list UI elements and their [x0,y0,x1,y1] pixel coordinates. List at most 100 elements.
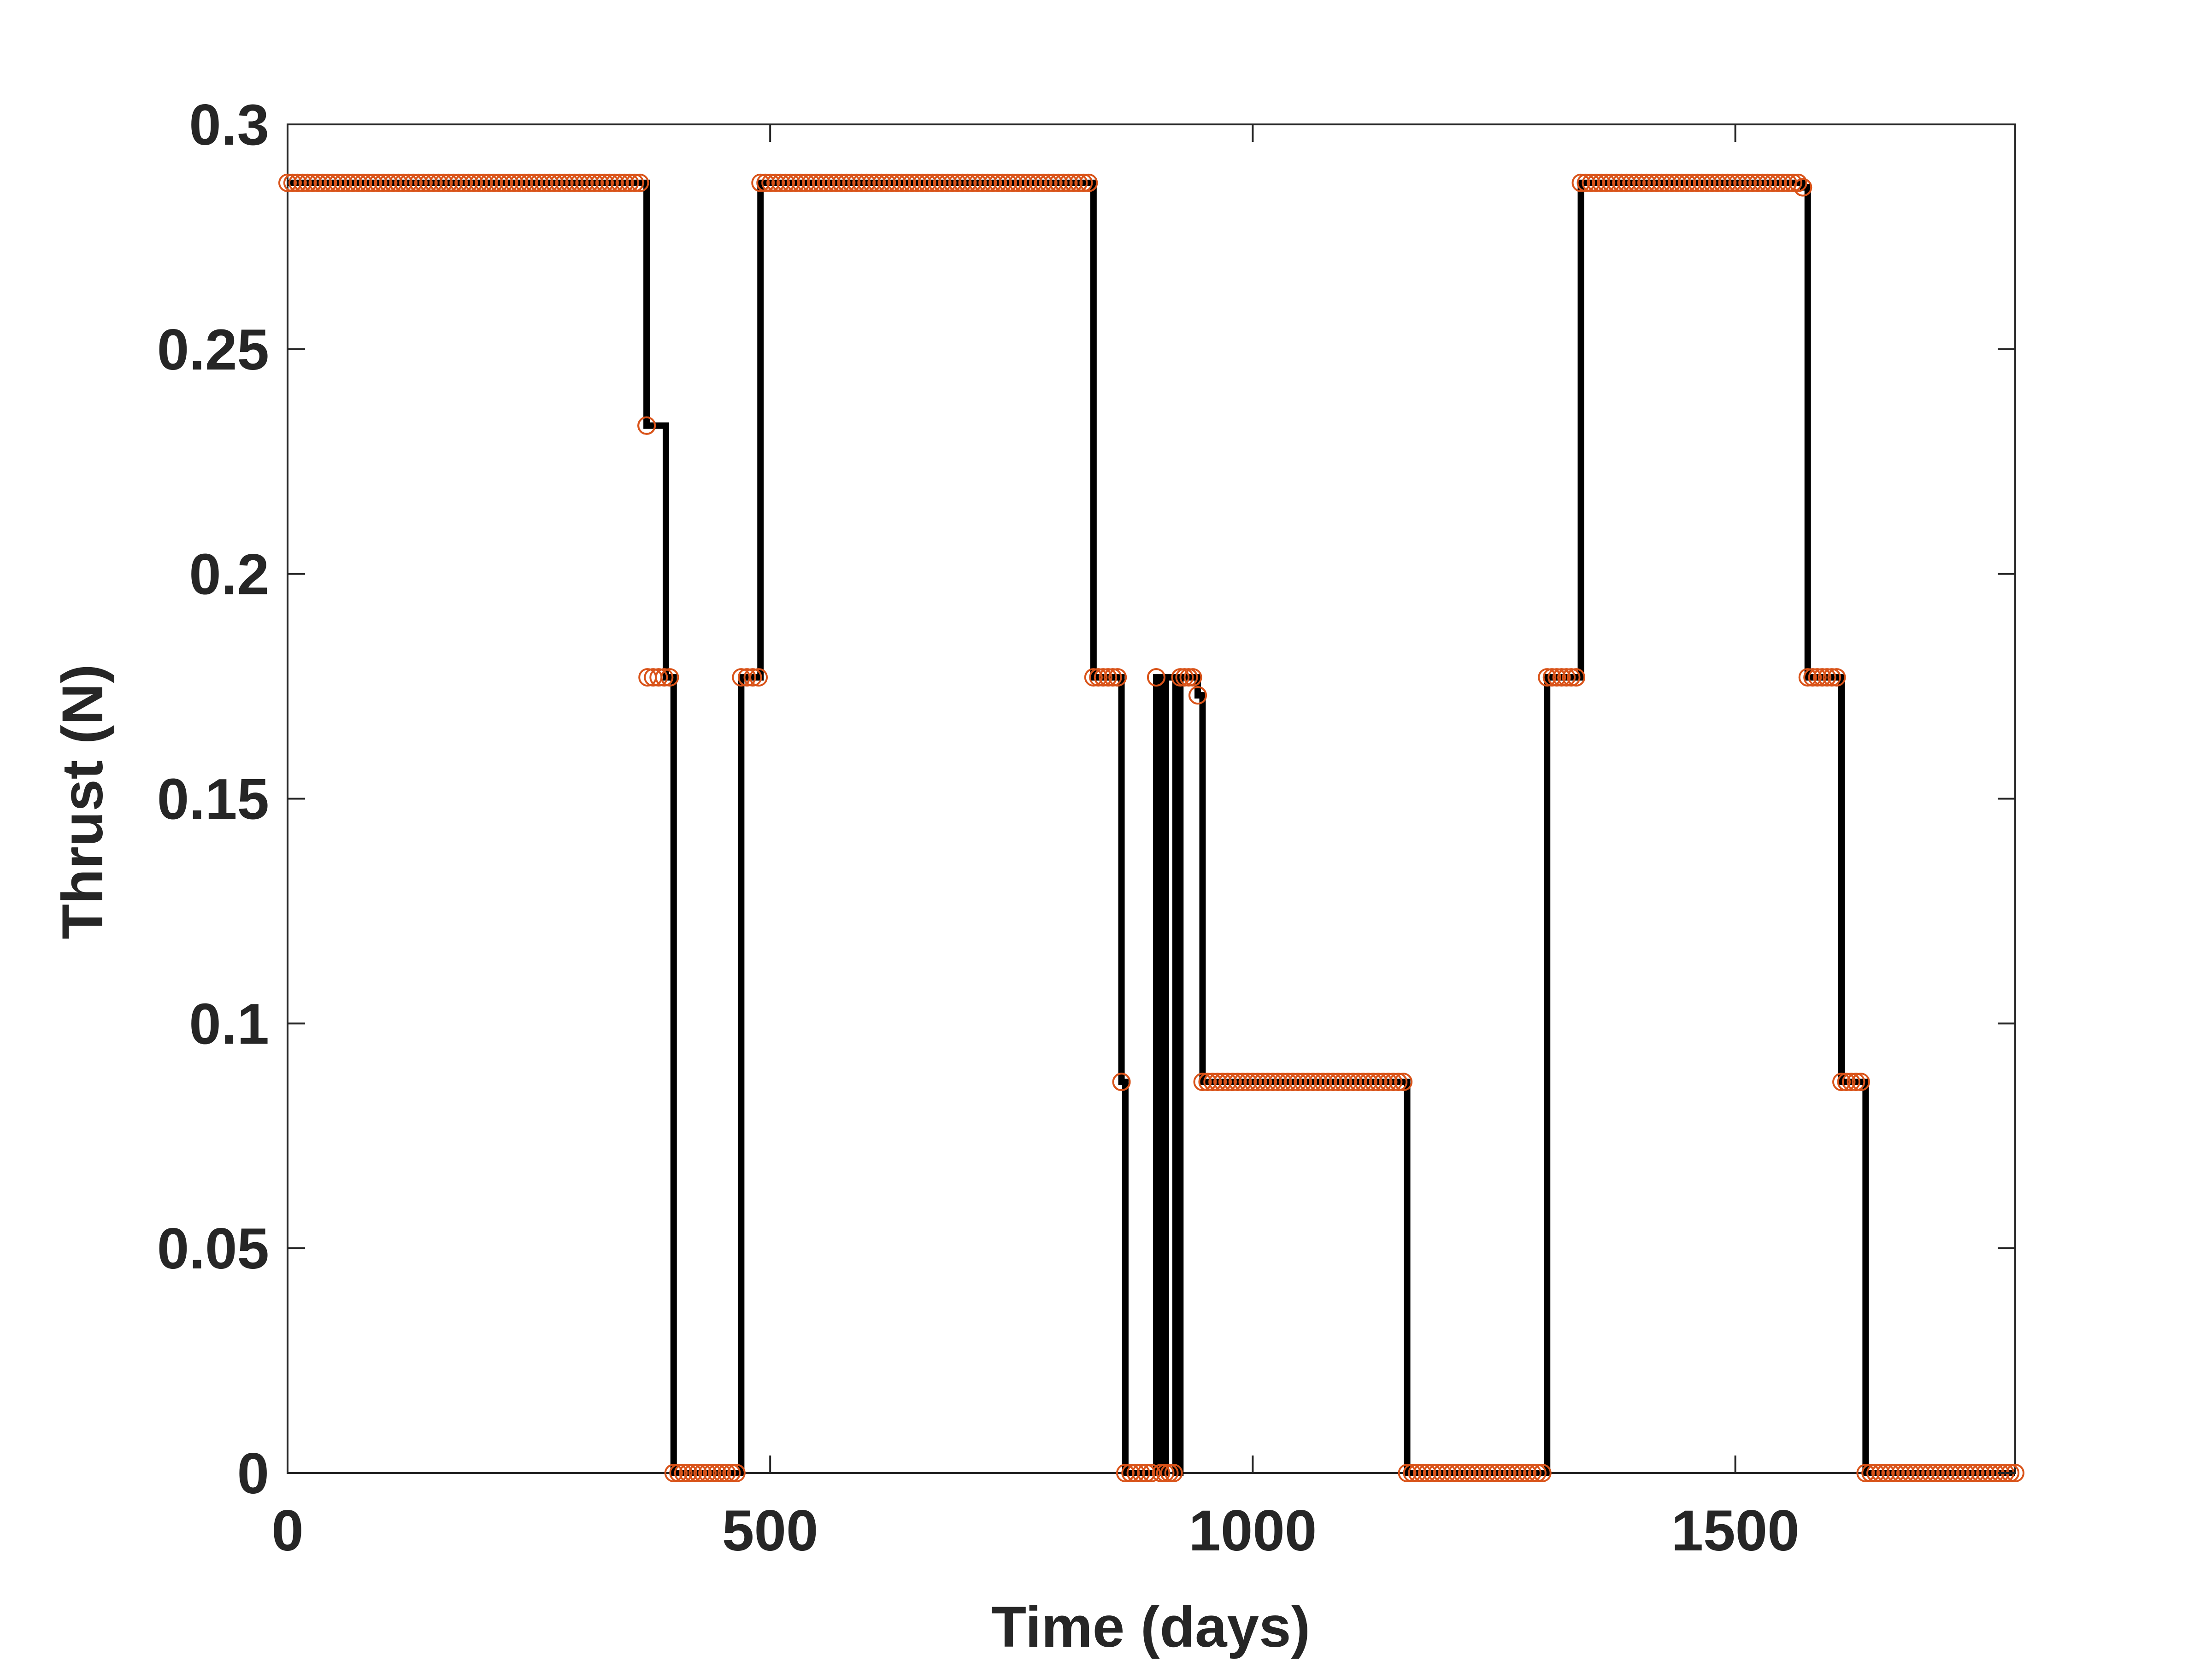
data-point [1733,173,1752,192]
data-point [575,173,594,192]
data-point [329,173,347,192]
data-point [1956,1464,1975,1482]
data-point [530,173,549,192]
data-point [303,173,322,192]
data-point [1413,1464,1432,1482]
data-point [796,173,815,192]
data-point [1121,1464,1140,1482]
data-point [439,173,458,192]
data-point [1344,1073,1363,1092]
data-point [737,668,756,687]
data-point [1518,1464,1537,1482]
data-point [1059,173,1078,192]
data-point [1533,1464,1552,1482]
data-point [751,173,770,192]
data-point [1418,1464,1436,1482]
data-point [1453,1464,1471,1482]
y-tick-label: 0.3 [189,93,269,157]
data-point [1768,173,1787,192]
data-point [459,173,478,192]
data-point [862,173,881,192]
data-point [953,173,972,192]
data-point [637,416,656,435]
data-point [1528,1464,1547,1482]
data-point [1044,173,1063,192]
data-point [1708,173,1727,192]
data-point [1818,668,1836,687]
data-point [1443,1464,1462,1482]
data-point [1268,1073,1287,1092]
data-point [384,173,403,192]
data-point [1018,173,1037,192]
data-point [1672,173,1691,192]
data-point [918,173,936,192]
data-point [1408,1464,1427,1482]
data-point [1171,668,1190,687]
data-point [1587,173,1606,192]
data-point [429,173,448,192]
data-point [958,173,977,192]
data-point [1218,1073,1237,1092]
data-point [364,173,382,192]
y-tick-label: 0.15 [157,768,269,832]
data-point [1263,1073,1282,1092]
data-point [893,173,912,192]
data-point [1926,1464,1945,1482]
data-point [1137,1464,1156,1482]
data-point [580,173,599,192]
data-point [1008,173,1027,192]
data-point [550,173,569,192]
data-point [353,173,372,192]
data-point [698,1464,717,1482]
x-tick-label: 0 [271,1499,304,1563]
data-point [1743,173,1762,192]
data-point [590,173,609,192]
data-point [812,173,830,192]
data-point [1049,173,1068,192]
data-point [1677,173,1696,192]
data-point [994,173,1012,192]
data-point [605,173,624,192]
data-point [688,1464,707,1482]
data-point [1099,668,1118,687]
data-point [595,173,614,192]
data-point [708,1464,727,1482]
data-point [1547,668,1566,687]
data-point [1612,173,1631,192]
data-point [674,1464,693,1482]
data-point [1175,668,1194,687]
data-point [727,1464,746,1482]
data-point [1723,173,1742,192]
data-point [743,668,762,687]
data-point [1557,668,1576,687]
data-point [1951,1464,1970,1482]
data-point [1823,668,1841,687]
axes-box [287,123,2016,1474]
data-point [1803,668,1822,687]
data-point [1324,1073,1342,1092]
data-point [847,173,866,192]
data-point [1164,1464,1183,1482]
data-point [324,173,342,192]
data-point [1911,1464,1930,1482]
x-axis-label: Time (days) [991,1595,1310,1659]
y-tick-label: 0.05 [157,1217,269,1281]
data-point [973,173,992,192]
data-point [882,173,901,192]
data-point [540,173,559,192]
data-point [897,173,916,192]
data-point [1961,1464,1980,1482]
data-point [625,173,644,192]
data-point [1542,668,1561,687]
data-point [1931,1464,1950,1482]
data-point [983,173,1002,192]
data-point [505,173,524,192]
data-point [1034,173,1053,192]
data-point [1498,1464,1517,1482]
data-point [374,173,393,192]
data-point [842,173,861,192]
data-point [1094,668,1112,687]
data-point [1478,1464,1497,1482]
data-point [1637,173,1656,192]
data-layer [278,173,2024,1482]
